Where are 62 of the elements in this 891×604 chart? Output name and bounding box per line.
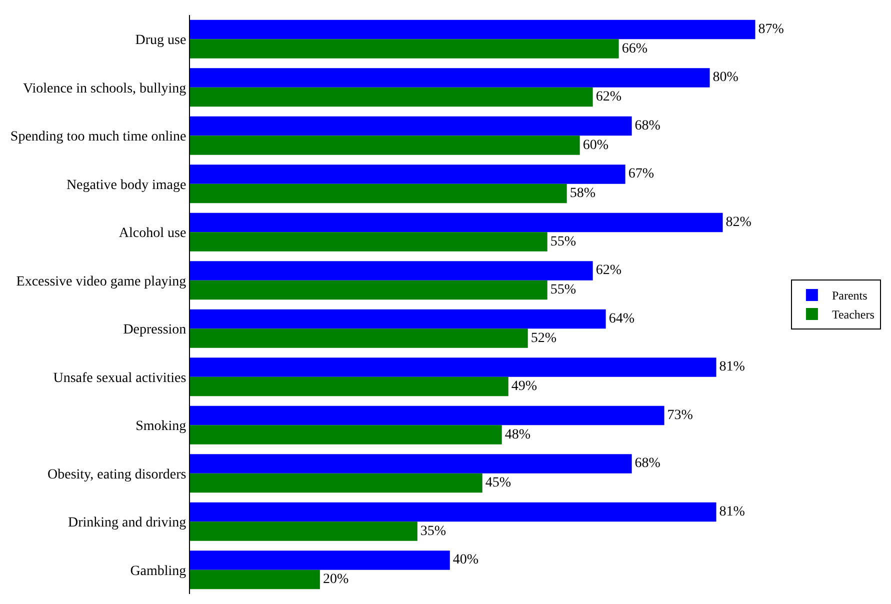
bar [190, 550, 450, 570]
y-tick-label: Drinking and driving [68, 516, 186, 531]
bar [190, 87, 593, 107]
bar [190, 454, 632, 474]
y-tick-label: Depression [123, 322, 186, 338]
bar [190, 232, 548, 252]
bar [190, 309, 606, 329]
bar [190, 136, 580, 155]
data-label: 60% [582, 138, 609, 153]
bar [190, 376, 508, 396]
bar [190, 473, 482, 493]
data-label: 48% [504, 427, 531, 442]
data-label: 67% [628, 166, 654, 182]
data-label: 73% [667, 408, 694, 423]
data-label: 52% [530, 330, 557, 346]
y-tick-label: Smoking [136, 419, 186, 434]
data-label: 87% [758, 22, 784, 37]
bar [190, 502, 716, 522]
data-label: 68% [634, 456, 661, 472]
bar [190, 570, 320, 590]
bar [190, 116, 632, 136]
bar [190, 20, 756, 40]
data-label: 62% [596, 90, 622, 105]
data-label: 40% [452, 552, 479, 568]
data-label: 58% [570, 186, 596, 202]
data-label: 81% [719, 360, 746, 375]
data-label: 64% [608, 311, 635, 326]
bar [190, 328, 528, 348]
y-tick-label: Obesity, eating disorders [48, 467, 186, 482]
y-tick-label: Spending too much time online [10, 130, 186, 145]
y-tick-label: Excessive video game playing [16, 274, 186, 290]
data-label: 55% [550, 234, 576, 250]
bar [190, 280, 548, 300]
data-label: 66% [622, 41, 648, 56]
bar [190, 425, 502, 444]
y-tick-label: Drug use [135, 33, 186, 48]
bar [190, 184, 567, 204]
data-label: 82% [726, 214, 752, 230]
y-tick-label: Negative body image [66, 178, 186, 193]
data-label: 45% [485, 476, 512, 491]
data-label: 68% [634, 118, 661, 134]
data-label: 20% [322, 572, 349, 588]
data-label: 35% [420, 524, 446, 539]
y-tick-label: Violence in schools, bullying [22, 81, 186, 96]
data-label: 49% [511, 379, 538, 394]
bar [190, 164, 626, 184]
bar [190, 261, 593, 280]
bar [190, 39, 619, 58]
y-tick-label: Alcohol use [118, 226, 186, 242]
bar [190, 522, 418, 541]
bar [190, 358, 716, 377]
y-tick-label: Unsafe sexual activities [53, 370, 186, 386]
data-label: 55% [550, 282, 576, 298]
legend-label: Teachers [832, 308, 875, 322]
y-tick-label: Gambling [130, 564, 186, 579]
bar [190, 406, 664, 426]
bar [190, 212, 723, 232]
bar [190, 68, 710, 88]
data-label: 62% [596, 263, 622, 278]
data-label: 81% [719, 504, 746, 520]
legend-label: Parents [832, 288, 868, 303]
data-label: 80% [712, 70, 739, 86]
